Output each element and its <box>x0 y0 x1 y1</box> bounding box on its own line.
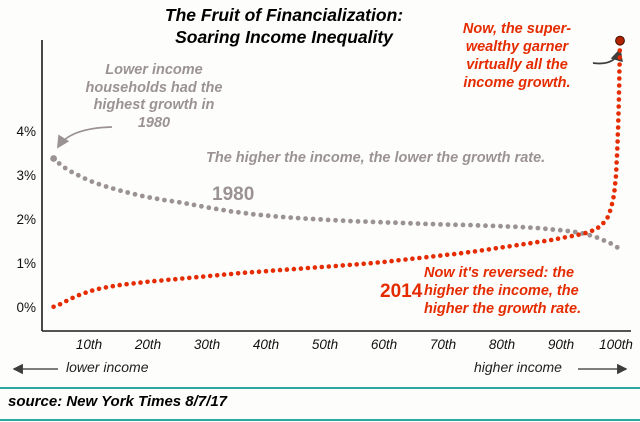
y-tick-1: 1% <box>16 256 36 271</box>
x-tick-10th: 10th <box>75 337 103 352</box>
chart-title-line1: The Fruit of Financialization: <box>164 5 404 25</box>
x-tick-50th: 50th <box>311 337 339 352</box>
x-tick-60th: 60th <box>370 337 398 352</box>
higher-income-label: higher income <box>474 359 562 375</box>
series-label-2014: 2014 <box>380 281 423 302</box>
top-percentile-dot <box>615 35 625 46</box>
annotation-super-wealthy: Now, the super-wealthy garner virtually … <box>462 21 572 92</box>
teal-rule-top <box>0 387 640 389</box>
annotation-reversed: Now it's reversed: the higher the income… <box>424 265 582 318</box>
x-tick-80th: 80th <box>488 337 516 352</box>
chart-title: The Fruit of Financialization: Soaring I… <box>88 5 480 49</box>
x-tick-40th: 40th <box>252 337 280 352</box>
teal-rule-bottom <box>0 419 640 421</box>
y-tick-3: 3% <box>16 168 36 183</box>
y-tick-2: 2% <box>16 212 36 227</box>
y-tick-0: 0% <box>16 300 36 315</box>
series-2014-dots <box>51 35 625 310</box>
chart-title-line2: Soaring Income Inequality <box>175 26 393 47</box>
series-label-1980: 1980 <box>212 184 255 205</box>
x-tick-20th: 20th <box>134 337 162 352</box>
x-tick-30th: 30th <box>193 337 221 352</box>
annotation-lower-income-1980: Lower income households had the highest … <box>85 62 223 132</box>
series-1980-dots <box>50 155 620 250</box>
axes <box>41 40 631 332</box>
source-line: source: New York Times 8/7/17 <box>8 393 228 410</box>
x-tick-100th: 100th <box>599 337 633 352</box>
x-tick-70th: 70th <box>429 337 457 352</box>
annotation-higher-lower: The higher the income, the lower the gro… <box>206 150 546 166</box>
lower-income-label: lower income <box>66 359 149 375</box>
x-tick-90th: 90th <box>547 337 575 352</box>
y-tick-4: 4% <box>16 124 36 139</box>
